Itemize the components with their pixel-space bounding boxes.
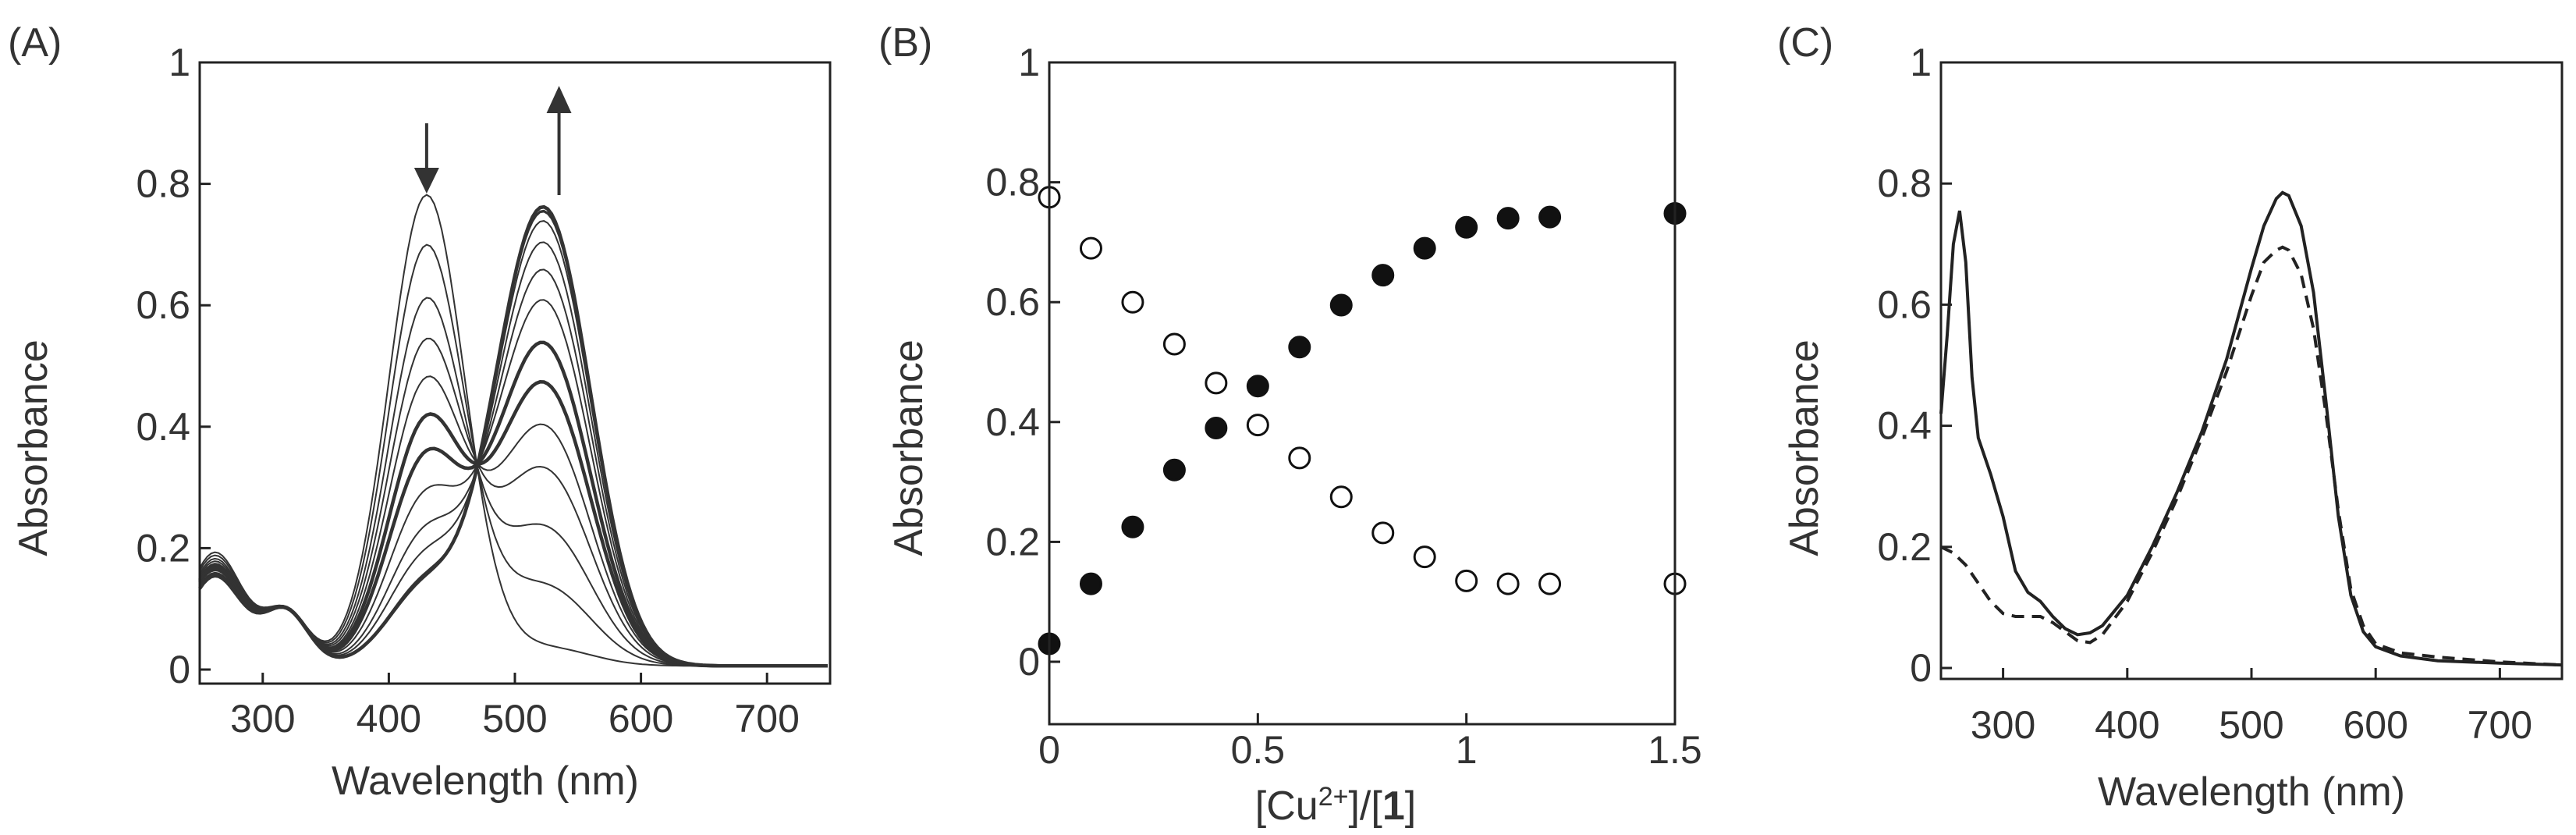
- panel-c-solid-line: [1939, 190, 2563, 667]
- panel-b-filled-point: [1288, 336, 1311, 359]
- panel-c-ytick-label: 0.2: [1877, 525, 1932, 569]
- panel-b-open-point: [1413, 545, 1436, 569]
- panel-b-points: [1038, 186, 1687, 656]
- panel-a-ylabel: Absorbance: [11, 339, 56, 556]
- panel-b-ytick-label: 0.8: [985, 161, 1040, 204]
- panel-b-xtick-label: 0.5: [1231, 728, 1286, 772]
- panel-b-open-point: [1371, 521, 1395, 545]
- panel-a-curves: [198, 194, 828, 668]
- panel-b-xlabel-compound: 1: [1382, 783, 1405, 829]
- panel-c-ytick-label: 0: [1910, 646, 1932, 690]
- panel-c-xtick-label: 400: [2095, 703, 2159, 747]
- panel-b-xtick-label: 1.5: [1648, 728, 1702, 772]
- panel-a-xtick-label: 700: [734, 697, 799, 741]
- panel-a-ytick-label: 0.6: [136, 283, 190, 327]
- panel-b-filled-point: [1371, 264, 1395, 287]
- panel-c-xtick-label: 500: [2219, 703, 2283, 747]
- panel-b-filled-point: [1538, 205, 1562, 229]
- panel-b-ytick-label: 0.4: [985, 400, 1040, 444]
- panel-a-xtick-label: 300: [230, 697, 295, 741]
- panel-a-spectrum-line: [199, 268, 828, 667]
- panel-b-xtick-label: 0: [1038, 728, 1060, 772]
- panel-b-open-point: [1205, 371, 1228, 395]
- panel-c-dashed-line: [1940, 245, 2563, 667]
- panel-c-ytick-label: 0.8: [1877, 162, 1932, 205]
- panel-a-spectrum-line: [199, 241, 828, 667]
- panel-a: (A) Absorbance Wavelength (nm) 0 0.2 0.4 0.…: [8, 20, 832, 804]
- panel-c-frame: [1939, 61, 2564, 680]
- panel-b-xlabel: [Cu2+]/[1]: [1255, 782, 1416, 829]
- panel-a-ytick-label: 1: [169, 41, 190, 84]
- panel-a-arrows: [413, 86, 572, 195]
- panel-c: (C) Absorbance Wavelength (nm) 0 0.2 0.4 0.…: [1777, 20, 2564, 815]
- panel-a-arrow-down-head: [413, 168, 439, 194]
- panel-b-filled-point: [1329, 293, 1353, 317]
- panel-a-xtick-label: 400: [357, 697, 421, 741]
- panel-b-open-point: [1079, 236, 1102, 260]
- panel-a-xtick-label: 500: [482, 697, 547, 741]
- panel-b-filled-point: [1205, 416, 1228, 439]
- panel-c-ylabel: Absorbance: [1782, 339, 1827, 556]
- panel-a-label: (A): [8, 20, 62, 66]
- panel-a-xtick-label: 600: [609, 697, 673, 741]
- panel-c-label: (C): [1777, 20, 1833, 66]
- panel-b-filled-point: [1496, 207, 1520, 230]
- panel-b-ytick-label: 1: [1018, 41, 1040, 84]
- panel-c-ytick-label: 0.6: [1877, 282, 1932, 326]
- panel-b-ylabel: Absorbance: [886, 339, 931, 556]
- panel-b-open-point: [1246, 414, 1269, 437]
- panel-b-frame: [1048, 61, 1677, 726]
- panel-b-xtick-label: 1: [1456, 728, 1478, 772]
- panel-b-open-point: [1538, 572, 1562, 595]
- panel-a-spectrum-line: [199, 375, 828, 667]
- panel-b-ytick-label: 0.2: [985, 520, 1040, 563]
- panel-b-xlabel-part-2: ]/[: [1348, 783, 1382, 829]
- panel-b-open-point: [1329, 485, 1353, 509]
- panel-c-ytick-label: 0.4: [1877, 404, 1932, 448]
- panel-b-xlabel-part-3: ]: [1405, 783, 1416, 829]
- panel-b-filled-point: [1413, 236, 1436, 260]
- panel-a-spectrum-line: [198, 204, 828, 668]
- panel-a-xlabel: Wavelength (nm): [332, 759, 639, 804]
- panel-b-ytick-label: 0: [1018, 640, 1040, 684]
- panel-a-ytick-label: 0.2: [136, 526, 190, 570]
- panel-b-filled-point: [1121, 515, 1144, 538]
- panel-c-xtick-label: 300: [1971, 703, 2035, 747]
- panel-c-curves: [1939, 190, 2563, 667]
- panel-b-xlabel-superscript: 2+: [1318, 782, 1349, 812]
- panel-b-open-point: [1496, 572, 1520, 595]
- panel-b-open-point: [1162, 332, 1186, 356]
- panel-c-xtick-label: 700: [2468, 703, 2532, 747]
- panel-b-filled-point: [1246, 375, 1269, 398]
- panel-b-open-point: [1455, 569, 1478, 592]
- panel-b-ytick-label: 0.6: [985, 280, 1040, 324]
- panel-a-arrow-up-head: [546, 86, 572, 113]
- panel-b-filled-point: [1455, 215, 1478, 239]
- panel-c-ytick-label: 1: [1910, 41, 1932, 84]
- panel-a-ytick-label: 0.8: [136, 162, 190, 206]
- panel-b-filled-point: [1079, 572, 1102, 595]
- panel-b-open-point: [1288, 446, 1311, 470]
- panel-b-ticks: 0 0.2 0.4 0.6 0.8 1 0 0.5 1 1.5: [985, 41, 1701, 772]
- panel-c-xlabel: Wavelength (nm): [2098, 769, 2405, 815]
- panel-a-ytick-label: 0.4: [136, 405, 190, 449]
- panel-b-filled-point: [1162, 458, 1186, 481]
- panel-b: (B) Absorbance [Cu2+]/[1] 00.20.40.60.81…: [878, 20, 1702, 829]
- panel-a-spectrum-line: [199, 194, 828, 667]
- panel-b-xlabel-part-1: [Cu: [1255, 783, 1318, 829]
- panel-b-label: (B): [878, 20, 932, 66]
- panel-a-frame: [198, 61, 832, 685]
- panel-a-spectrum-line: [198, 380, 828, 668]
- panel-b-open-point: [1121, 290, 1144, 314]
- panel-c-ticks: 0 0.2 0.4 0.6 0.8 1 300 400 500 600 700: [1877, 41, 2532, 747]
- panel-c-xtick-label: 600: [2343, 703, 2407, 747]
- panel-a-ytick-label: 0: [169, 648, 190, 691]
- panel-a-ticks: 0 0.2 0.4 0.6 0.8 1 300 400 500 600 700: [136, 41, 799, 741]
